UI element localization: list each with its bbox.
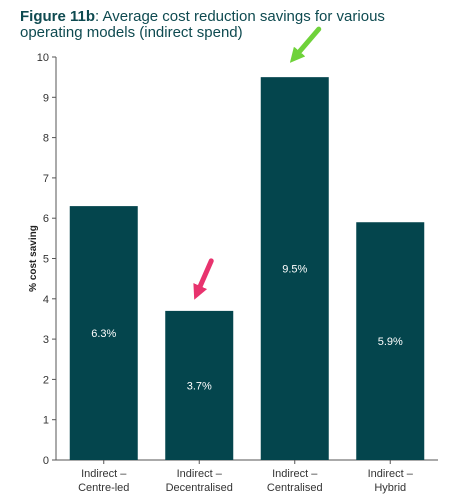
y-tick-label-6: 6 bbox=[43, 213, 49, 225]
y-tick-label-7: 7 bbox=[43, 173, 49, 185]
category-label-0-line-1: Centre-led bbox=[78, 482, 129, 494]
bar-0 bbox=[69, 206, 138, 460]
bar-3 bbox=[356, 222, 425, 460]
bar-1 bbox=[165, 310, 234, 460]
y-tick-label-4: 4 bbox=[43, 294, 49, 306]
category-label-1-line-0: Indirect – bbox=[177, 468, 223, 480]
bar-value-label-3: 5.9% bbox=[378, 336, 403, 348]
chart-title: Figure 11b: Average cost reduction savin… bbox=[20, 9, 440, 41]
figure-caption: : Average cost reduction savings for var… bbox=[20, 8, 385, 41]
y-tick-label-1: 1 bbox=[43, 415, 49, 427]
y-tick-label-0: 0 bbox=[43, 455, 49, 467]
bar-value-label-0: 6.3% bbox=[91, 328, 116, 340]
bar-value-label-1: 3.7% bbox=[187, 380, 212, 392]
category-label-1-line-1: Decentralised bbox=[166, 482, 233, 494]
y-tick-label-2: 2 bbox=[43, 374, 49, 386]
y-tick-label-3: 3 bbox=[43, 334, 49, 346]
y-tick-label-10: 10 bbox=[37, 52, 49, 64]
category-label-3-line-0: Indirect – bbox=[368, 468, 414, 480]
annotation-arrow-1 bbox=[289, 26, 322, 63]
figure-number: Figure 11b bbox=[20, 8, 96, 25]
y-tick-label-8: 8 bbox=[43, 133, 49, 145]
category-label-2-line-1: Centralised bbox=[267, 482, 323, 494]
annotation-arrow-0 bbox=[193, 258, 214, 300]
bar-2 bbox=[260, 77, 329, 461]
y-tick-label-9: 9 bbox=[43, 92, 49, 104]
y-axis-label: % cost saving bbox=[28, 225, 39, 292]
bar-value-label-2: 9.5% bbox=[282, 264, 307, 276]
y-tick-label-5: 5 bbox=[43, 254, 49, 266]
category-label-2-line-0: Indirect – bbox=[272, 468, 318, 480]
category-label-0-line-0: Indirect – bbox=[81, 468, 127, 480]
category-label-3-line-1: Hybrid bbox=[374, 482, 406, 494]
